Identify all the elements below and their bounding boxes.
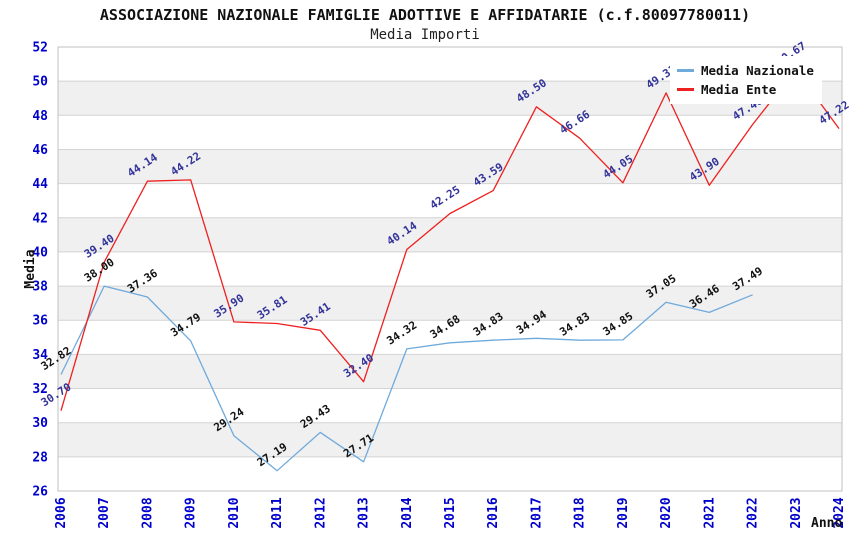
legend-label-nazionale: Media Nazionale (701, 63, 814, 78)
x-tick-label: 2006 (54, 497, 69, 528)
x-axis-title: Anno (811, 516, 842, 531)
y-tick-label: 48 (32, 109, 48, 124)
chart-title: ASSOCIAZIONE NAZIONALE FAMIGLIE ADOTTIVE… (99, 6, 751, 24)
plot-band (58, 217, 842, 252)
y-tick-label: 40 (32, 245, 48, 260)
y-tick-label: 34 (32, 348, 48, 363)
x-tick-label: 2009 (184, 497, 199, 528)
x-tick-label: 2011 (270, 497, 285, 528)
data-label: 42.25 (428, 183, 463, 212)
data-label: 34.32 (384, 319, 419, 348)
legend-line-swatch-nazionale (677, 69, 694, 72)
x-tick-label: 2019 (616, 497, 631, 528)
x-tick-label: 2010 (227, 497, 242, 528)
y-tick-label: 52 (32, 41, 48, 56)
series-line-media-ente (60, 69, 840, 411)
legend: Media Nazionale Media Ente (670, 56, 822, 104)
x-tick-label: 2014 (400, 497, 415, 528)
y-tick-label: 36 (32, 314, 48, 329)
x-tick-label: 2021 (702, 497, 717, 528)
plot-border (57, 46, 843, 492)
y-tick-label: 30 (32, 416, 48, 431)
plot-band (58, 422, 842, 457)
y-tick-label: 46 (32, 143, 48, 158)
x-tick-label: 2008 (140, 497, 155, 528)
plot-band (58, 354, 842, 389)
y-tick-label: 44 (32, 177, 48, 192)
plot-band (58, 149, 842, 184)
y-tick-label: 32 (32, 382, 48, 397)
x-tick-label: 2015 (443, 497, 458, 528)
plot-band (58, 286, 842, 321)
x-tick-label: 2020 (659, 497, 674, 528)
y-tick-label: 50 (32, 75, 48, 90)
x-tick-label: 2018 (573, 497, 588, 528)
y-tick-label: 42 (32, 211, 48, 226)
y-tick-label: 28 (32, 450, 48, 465)
x-tick-label: 2012 (313, 497, 328, 528)
x-tick-label: 2022 (746, 497, 761, 528)
chart-subtitle: Media Importi (370, 27, 480, 43)
x-tick-label: 2017 (529, 497, 544, 528)
y-tick-label: 26 (32, 485, 48, 500)
series-line-media-nazionale (60, 285, 753, 472)
legend-item-media-ente: Media Ente (677, 80, 814, 99)
y-tick-label: 38 (32, 280, 48, 295)
x-tick-label: 2023 (789, 497, 804, 528)
y-axis-title: Media (23, 249, 38, 288)
x-tick-label: 2007 (97, 497, 112, 528)
x-tick-label: 2013 (357, 497, 372, 528)
legend-line-swatch-ente (677, 88, 694, 91)
legend-label-ente: Media Ente (701, 82, 777, 97)
x-tick-label: 2024 (832, 497, 847, 528)
legend-item-media-nazionale: Media Nazionale (677, 61, 814, 80)
x-tick-label: 2016 (486, 497, 501, 528)
